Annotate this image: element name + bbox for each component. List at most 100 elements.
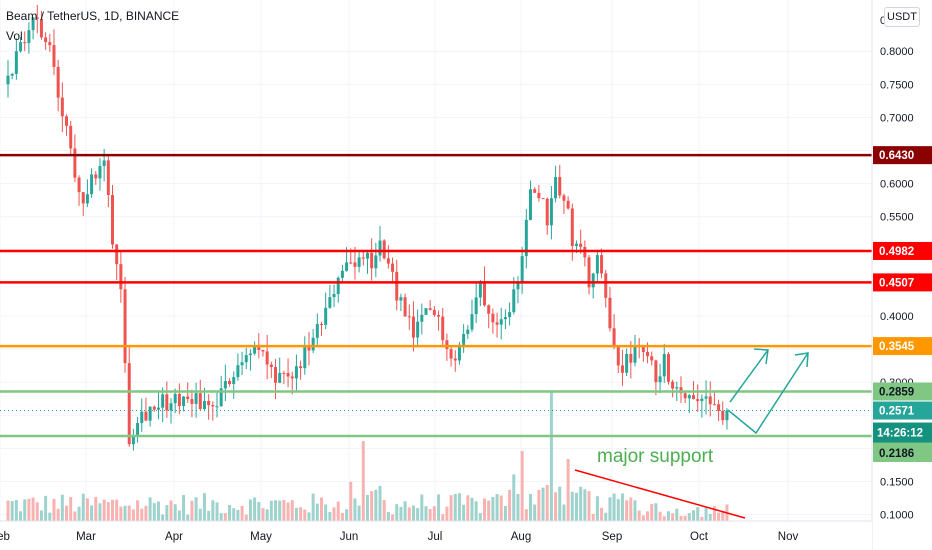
volume-bar [646,511,650,521]
volume-bar [98,503,102,521]
time-tick-label[interactable]: Oct [690,531,709,543]
price-level-tag-label[interactable]: 0.3545 [879,341,915,353]
volume-bar [549,391,553,521]
volume-bar [692,510,696,521]
price-level-tag-label[interactable]: 0.6430 [879,150,914,162]
price-axis[interactable]: 0.10000.15000.20000.25000.30000.35000.40… [871,0,932,550]
major-support-annotation[interactable]: major support [597,446,714,467]
volume-bar [115,499,119,521]
candle-body [324,307,328,325]
volume-bar [370,491,374,521]
volume-bar [712,506,716,521]
volume-bar [102,499,106,521]
price-level-tag-label[interactable]: 0.4982 [879,246,914,258]
candle-body [219,388,223,407]
candle-body [65,116,69,126]
candle-body [56,66,60,98]
candle-body [503,317,507,320]
volume-bar [600,507,604,521]
projection-drawings[interactable] [727,348,809,435]
volume-bar [407,507,411,521]
time-axis[interactable]: Feb Mar Apr May Jun Jul Aug Sep Oct Nov [0,520,872,550]
candle-body [633,345,637,363]
volume-bar [566,459,570,521]
candle-body [641,345,645,352]
horizontal-levels[interactable] [0,153,872,438]
candle-body [600,255,604,274]
volume-bar [177,510,181,521]
candle-body [424,308,428,315]
volume-bar [537,489,541,521]
candle-body [31,17,35,31]
time-tick-label[interactable]: Feb [0,531,10,543]
time-tick-label[interactable]: Nov [778,531,799,543]
candle-body [186,396,190,400]
time-tick-label[interactable]: Sep [602,531,622,543]
candle-body [499,319,503,325]
candle-body [407,316,411,318]
volume-bar [495,494,499,521]
volume-bar [671,513,675,521]
candle-body [403,297,407,317]
candle-body [215,406,219,408]
price-level-tag-label[interactable]: 0.2859 [879,386,914,398]
volume-trend-line[interactable] [574,469,746,519]
candle-body [554,177,558,199]
candle-body [102,160,106,167]
candle-body [549,198,553,226]
time-tick-label[interactable]: Apr [165,531,183,543]
candle-body [23,42,27,44]
price-level-tag-label[interactable]: 0.4507 [879,277,914,289]
candle-body [290,376,294,379]
candle-body [516,281,520,290]
volume-bar [395,504,399,521]
volume-bar [39,510,43,521]
volume-bar [662,516,666,521]
volume-bar [382,499,386,521]
candle-body [340,270,344,278]
volume-bar [675,508,679,521]
price-level-tag-label[interactable]: 0.2186 [879,448,914,460]
volume-bar [524,509,528,521]
volume-bar [391,514,395,521]
candle-body [261,349,265,352]
volume-bar [106,502,110,521]
countdown-label[interactable]: 14:26:12 [877,428,923,440]
candle-body [487,305,491,314]
volume-bar [77,506,81,521]
volume-bar [403,501,407,521]
time-tick-label[interactable]: Jul [428,531,443,543]
projection-arrow-short [729,349,769,403]
volume-bar [156,501,160,521]
time-tick-label[interactable]: Jun [340,531,359,543]
candle-body [48,42,52,46]
candle-body [98,166,102,179]
last-price-label[interactable]: 0.2571 [879,406,915,418]
price-tick-label: 0.1500 [880,476,914,488]
candle-body [529,189,532,220]
volume-bar [215,502,219,521]
volume-bar [198,508,202,521]
candle-body [240,362,244,366]
candle-body [591,273,595,288]
volume-bar [541,487,545,521]
currency-button[interactable]: USDT [884,7,920,27]
volume-bar [432,506,436,521]
candle-body [90,174,94,195]
volume-bar [81,493,85,521]
candle-body [253,346,257,354]
volume-bar [633,500,637,521]
volume-bar [462,504,466,521]
time-tick-label[interactable]: Aug [511,531,531,543]
time-tick-label[interactable]: May [250,531,272,543]
candle-body [365,252,369,259]
candle-body [223,381,227,389]
volume-bar [311,493,315,521]
volume-bar [169,500,173,521]
volume-bar [666,511,670,521]
time-tick-label[interactable]: Mar [76,531,96,543]
candle-body [579,243,583,248]
volume-bar [625,500,629,521]
candle-body [85,194,89,204]
